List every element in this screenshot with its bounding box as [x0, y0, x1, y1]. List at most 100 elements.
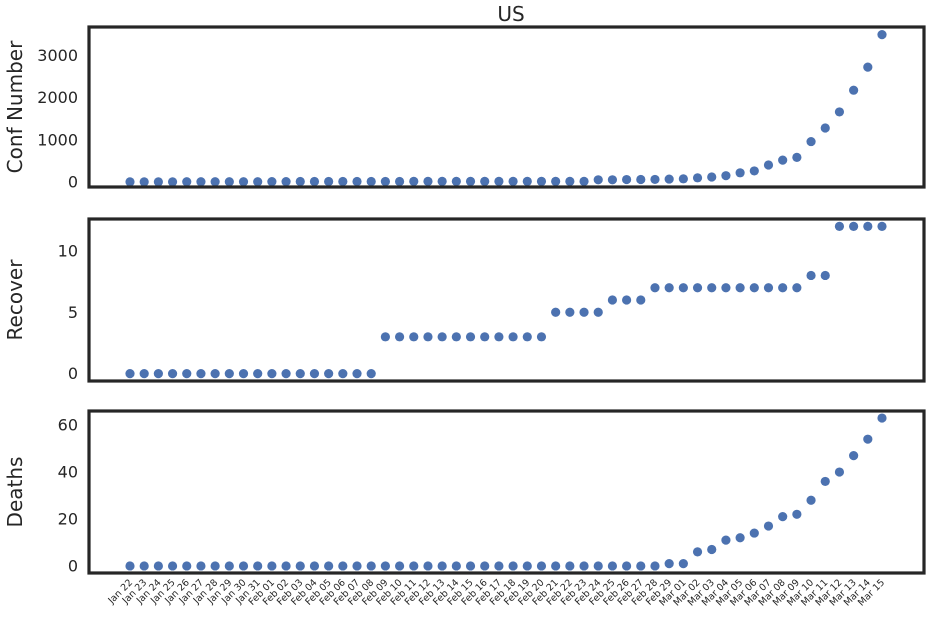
data-point — [153, 177, 163, 187]
data-point — [125, 369, 135, 379]
data-point — [380, 561, 390, 571]
data-point — [664, 174, 674, 184]
data-point — [636, 295, 646, 305]
data-point — [366, 561, 376, 571]
data-point — [210, 561, 220, 571]
data-point — [437, 561, 447, 571]
data-point — [707, 283, 717, 293]
data-point — [494, 176, 504, 186]
data-point — [579, 307, 589, 317]
panel-deaths: Deaths 0 20 40 60 — [3, 409, 926, 575]
data-point — [309, 561, 320, 571]
data-point — [692, 547, 703, 557]
data-point — [508, 561, 518, 571]
data-point — [494, 332, 504, 342]
data-point — [735, 533, 745, 543]
data-point — [792, 283, 802, 293]
data-point — [338, 369, 348, 379]
data-point — [778, 155, 788, 165]
data-point — [863, 434, 873, 444]
data-point — [678, 174, 688, 184]
data-point — [792, 152, 802, 162]
data-point — [565, 561, 575, 571]
data-point — [763, 521, 774, 531]
data-point — [394, 561, 405, 571]
data-point — [210, 369, 220, 379]
data-point — [324, 176, 334, 187]
data-point — [721, 283, 731, 293]
data-point — [707, 172, 717, 182]
data-point — [692, 283, 703, 293]
data-point — [622, 295, 632, 305]
data-point — [863, 221, 873, 231]
data-point — [607, 561, 618, 571]
data-point — [494, 561, 504, 571]
data-point — [267, 177, 277, 187]
data-point — [650, 283, 660, 293]
data-point — [253, 561, 263, 571]
data-point — [338, 176, 348, 187]
data-point — [267, 561, 277, 571]
data-point — [735, 168, 745, 178]
data-point — [877, 413, 887, 423]
data-point — [806, 136, 816, 147]
data-point — [423, 332, 433, 342]
data-point — [196, 369, 206, 379]
data-point — [238, 369, 249, 379]
data-point — [678, 283, 688, 293]
data-point — [352, 561, 362, 571]
data-point — [182, 369, 192, 379]
data-point — [238, 561, 249, 571]
data-point — [749, 528, 759, 538]
data-point — [749, 283, 759, 293]
data-point — [196, 177, 206, 187]
data-point — [536, 332, 547, 342]
data-point — [295, 369, 305, 379]
data-point — [295, 561, 305, 571]
data-point — [352, 369, 362, 379]
data-point — [437, 332, 447, 342]
y-tick-label: 1000 — [37, 130, 78, 149]
data-point — [650, 174, 660, 185]
data-point — [295, 176, 305, 187]
data-point — [863, 62, 873, 72]
data-point — [536, 561, 547, 571]
data-point — [664, 559, 674, 569]
y-tick-label: 20 — [58, 510, 78, 529]
data-point — [778, 512, 788, 522]
data-point — [607, 175, 618, 185]
data-point — [806, 495, 816, 505]
data-point — [820, 123, 830, 133]
data-point — [238, 177, 249, 187]
data-point — [536, 176, 547, 186]
data-point — [834, 221, 845, 231]
data-point — [763, 283, 774, 293]
plot-frame — [87, 25, 926, 189]
data-point — [636, 561, 646, 571]
data-point — [224, 561, 234, 571]
data-point — [224, 177, 234, 187]
data-point — [182, 177, 192, 187]
y-tick-label: 0 — [68, 556, 78, 575]
data-point — [480, 176, 490, 186]
data-point — [267, 369, 277, 379]
data-point — [153, 561, 163, 571]
data-point — [849, 221, 859, 231]
data-point — [721, 171, 731, 181]
data-point — [735, 283, 745, 293]
data-point — [423, 176, 433, 186]
data-point — [849, 451, 859, 461]
y-tick-label: 60 — [58, 416, 78, 435]
data-point — [125, 177, 135, 187]
data-point — [167, 369, 178, 379]
data-point — [465, 332, 476, 342]
data-point — [394, 176, 405, 187]
data-point — [834, 467, 845, 477]
panel-recover: Recover 0 5 10 — [3, 217, 926, 383]
data-point — [692, 173, 703, 183]
data-point — [721, 535, 731, 545]
data-point — [480, 332, 490, 342]
data-point — [522, 332, 532, 342]
data-point — [792, 509, 802, 519]
